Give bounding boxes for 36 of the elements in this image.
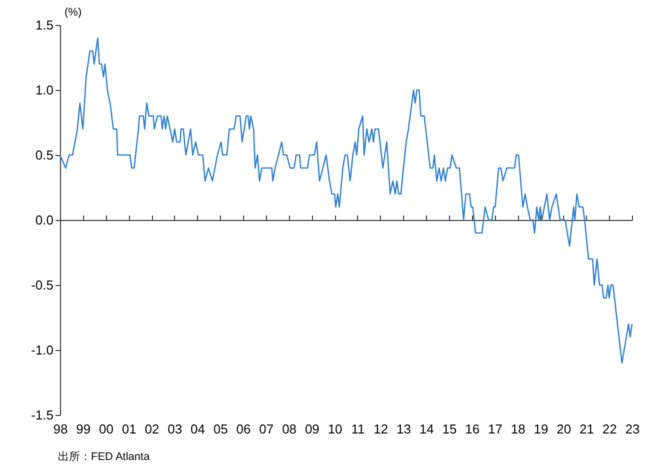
y-tick-label: -1.0 bbox=[31, 342, 54, 358]
x-tick-label: 03 bbox=[168, 422, 182, 436]
x-tick-label: 13 bbox=[396, 422, 411, 436]
x-tick-label: 01 bbox=[122, 422, 136, 436]
x-tick-label: 18 bbox=[510, 422, 526, 436]
x-tick-label: 98 bbox=[53, 422, 68, 436]
y-tick-label: 0.5 bbox=[35, 148, 54, 162]
x-tick-label: 99 bbox=[76, 422, 91, 436]
x-tick-label: 22 bbox=[602, 422, 617, 436]
y-tick-label: 0.0 bbox=[35, 212, 54, 228]
x-tick-label: 19 bbox=[534, 422, 548, 436]
y-tick-label: 1.0 bbox=[35, 82, 54, 98]
y-axis-title: (%) bbox=[64, 6, 82, 18]
x-tick-label: 08 bbox=[282, 422, 297, 436]
x-tick-label: 07 bbox=[259, 422, 274, 436]
x-tick-label: 11 bbox=[351, 422, 365, 436]
text: 出所：FED Atlanta bbox=[58, 450, 151, 463]
x-tick-label: 02 bbox=[144, 422, 160, 436]
x-tick-label: 23 bbox=[625, 422, 640, 436]
x-tick-label: 09 bbox=[304, 422, 320, 436]
x-tick-label: 10 bbox=[328, 422, 342, 436]
x-tick-label: 04 bbox=[190, 422, 206, 436]
y-tick-label: -0.5 bbox=[31, 278, 54, 292]
x-tick-label: 06 bbox=[236, 422, 251, 436]
x-tick-label: 00 bbox=[99, 422, 114, 436]
x-tick-label: 15 bbox=[442, 422, 457, 436]
line-series bbox=[59, 37, 633, 364]
y-tick-label: 1.5 bbox=[35, 18, 54, 32]
x-tick-label: 17 bbox=[488, 422, 502, 436]
x-tick-label: 16 bbox=[465, 422, 480, 436]
y-tick-label: -1.5 bbox=[31, 408, 54, 422]
x-tick-label: 05 bbox=[213, 422, 228, 436]
x-tick-label: 12 bbox=[374, 422, 388, 436]
x-tick-label: 21 bbox=[580, 422, 594, 436]
x-tick-label: 14 bbox=[419, 422, 434, 436]
x-tick-label: 20 bbox=[556, 422, 572, 436]
